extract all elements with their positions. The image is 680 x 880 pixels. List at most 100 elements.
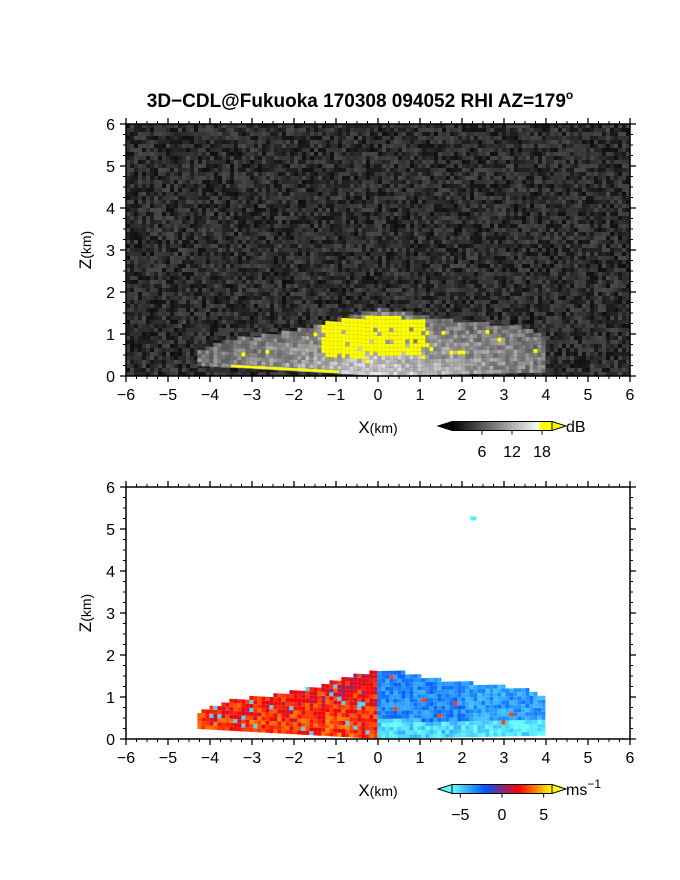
noise-cell [346,184,350,188]
noise-cell [238,268,242,272]
noise-cell [610,264,614,268]
noise-cell [458,140,462,144]
noise-cell [274,244,278,248]
noise-cell [506,184,510,188]
noise-cell [550,236,554,240]
noise-cell [310,272,314,276]
noise-cell [370,172,374,176]
noise-cell [234,248,238,252]
noise-cell [382,268,386,272]
noise-cell [226,280,230,284]
noise-cell [146,260,150,264]
noise-cell [414,236,418,240]
noise-cell [390,168,394,172]
noise-cell [530,188,534,192]
noise-cell [270,212,274,216]
noise-cell [194,216,198,220]
noise-cell [602,252,606,256]
noise-cell [202,164,206,168]
noise-cell [570,256,574,260]
noise-cell [278,220,282,224]
noise-cell [550,224,554,228]
noise-cell [578,264,582,268]
noise-cell [218,276,222,280]
noise-cell [570,216,574,220]
noise-cell [182,196,186,200]
noise-cell [466,148,470,152]
noise-cell [210,236,214,240]
noise-cell [174,156,178,160]
noise-cell [514,168,518,172]
noise-cell [358,164,362,168]
noise-cell [390,212,394,216]
noise-cell [566,140,570,144]
noise-cell [546,236,550,240]
noise-cell [186,160,190,164]
noise-cell [126,228,130,232]
noise-cell [478,232,482,236]
noise-cell [578,136,582,140]
noise-cell [202,252,206,256]
noise-cell [402,168,406,172]
noise-cell [606,124,610,128]
noise-cell [306,136,310,140]
noise-cell [286,268,290,272]
noise-cell [250,228,254,232]
noise-cell [146,252,150,256]
noise-cell [142,240,146,244]
noise-cell [618,228,622,232]
noise-cell [510,252,514,256]
noise-cell [322,208,326,212]
noise-cell [454,124,458,128]
noise-cell [510,268,514,272]
noise-cell [210,248,214,252]
noise-cell [350,152,354,156]
noise-cell [370,140,374,144]
noise-cell [166,212,170,216]
noise-cell [450,264,454,268]
noise-cell [170,128,174,132]
noise-cell [538,220,542,224]
noise-cell [358,128,362,132]
noise-cell [186,260,190,264]
noise-cell [238,252,242,256]
noise-cell [270,208,274,212]
noise-cell [530,148,534,152]
noise-cell [222,264,226,268]
noise-cell [546,136,550,140]
noise-cell [326,216,330,220]
noise-cell [306,184,310,188]
noise-cell [126,148,130,152]
noise-cell [466,212,470,216]
noise-cell [366,188,370,192]
noise-cell [362,272,366,276]
noise-cell [486,148,490,152]
noise-cell [618,232,622,236]
noise-cell [134,196,138,200]
noise-cell [314,160,318,164]
noise-cell [262,176,266,180]
noise-cell [406,152,410,156]
noise-cell [298,248,302,252]
noise-cell [366,184,370,188]
noise-cell [482,256,486,260]
noise-cell [278,180,282,184]
noise-cell [486,160,490,164]
noise-cell [614,216,618,220]
noise-cell [522,136,526,140]
noise-cell [438,156,442,160]
noise-cell [318,164,322,168]
noise-cell [562,212,566,216]
noise-cell [222,172,226,176]
noise-cell [550,144,554,148]
noise-cell [174,244,178,248]
noise-cell [434,260,438,264]
noise-cell [598,132,602,136]
noise-cell [530,184,534,188]
noise-cell [610,220,614,224]
noise-cell [610,128,614,132]
noise-cell [614,204,618,208]
noise-cell [458,244,462,248]
noise-cell [434,136,438,140]
noise-cell [562,244,566,248]
